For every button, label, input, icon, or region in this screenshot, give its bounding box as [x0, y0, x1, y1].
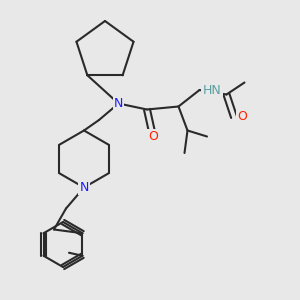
Text: HN: HN: [202, 83, 221, 97]
Text: N: N: [79, 181, 89, 194]
Text: O: O: [237, 110, 247, 124]
Text: O: O: [148, 130, 158, 143]
Text: N: N: [114, 97, 123, 110]
